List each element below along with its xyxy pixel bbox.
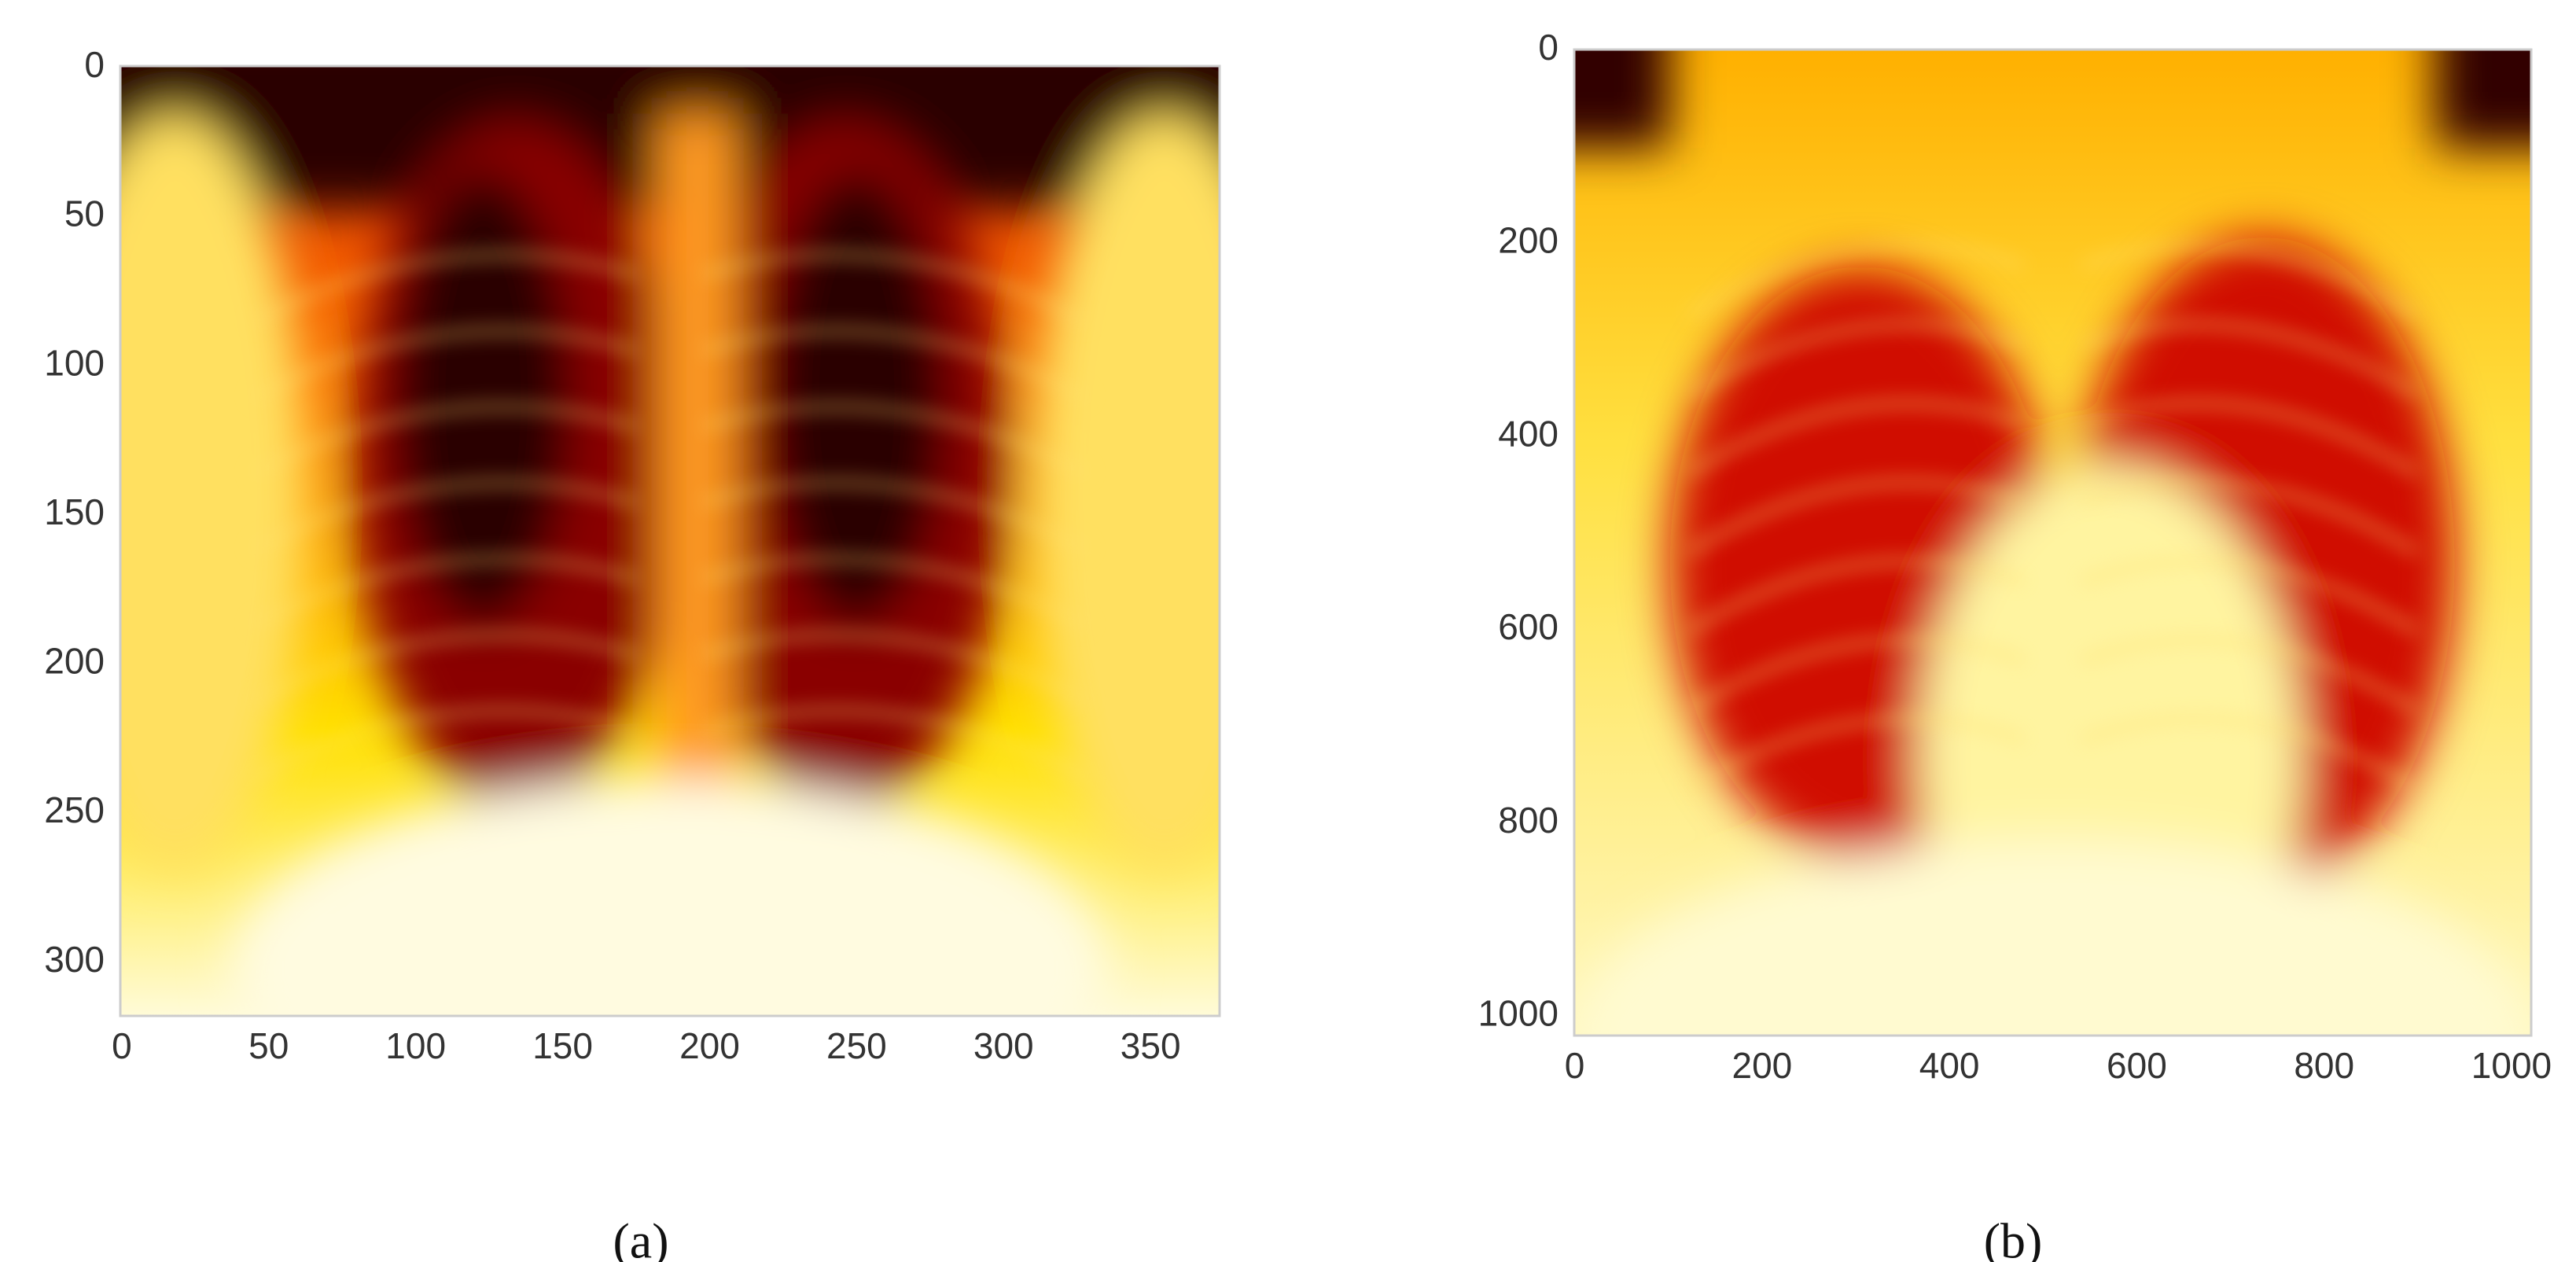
y-tick-label: 100 [44, 342, 105, 383]
rib [701, 705, 1091, 784]
x-tick-label: 350 [1121, 1025, 1181, 1066]
rib [2079, 634, 2420, 716]
y-tick-label: 250 [44, 789, 105, 830]
lung-core [768, 170, 945, 627]
rib [249, 629, 639, 708]
y-tick-label: 0 [1538, 27, 1558, 68]
rib [2079, 555, 2420, 636]
rib [2079, 318, 2420, 399]
rib [249, 553, 639, 631]
y-tick-label: 200 [1498, 220, 1558, 261]
rib [701, 553, 1091, 631]
y-tick-label: 0 [84, 44, 105, 85]
x-tick-label: 200 [679, 1025, 740, 1066]
shoulder [1032, 113, 1220, 874]
y-tick-label: 1000 [1478, 993, 1558, 1034]
y-tick-label: 400 [1498, 413, 1558, 454]
corner [1574, 50, 1670, 149]
lung-core [395, 170, 572, 627]
panel: 0 50 100 150 200 250 300 350 0 50 100 150 200 250 300 (… [44, 44, 1221, 1262]
y-tick-label: 600 [1498, 606, 1558, 647]
y-tick-label: 50 [64, 193, 105, 234]
x-tick-label: 150 [532, 1025, 593, 1066]
rib [249, 477, 639, 556]
rib [1686, 634, 2026, 716]
rib [701, 477, 1091, 556]
x-tick-label: 600 [2107, 1045, 2167, 1086]
corner [2435, 50, 2531, 149]
rib [2079, 240, 2420, 321]
rib [701, 249, 1091, 328]
xray-image [120, 66, 1220, 1016]
rib [249, 249, 639, 328]
rib [701, 629, 1091, 708]
x-tick-label: 50 [248, 1025, 289, 1066]
x-tick-label: 1000 [2471, 1045, 2552, 1086]
rib [249, 325, 639, 403]
ribs [1686, 240, 2420, 794]
xray-image [1574, 50, 2531, 1036]
x-tick-label: 100 [385, 1025, 446, 1066]
rib [701, 401, 1091, 480]
rib [2079, 713, 2420, 794]
rib [1686, 397, 2026, 479]
caption: (b) [1984, 1213, 2043, 1262]
rib [1686, 713, 2026, 794]
x-tick-label: 200 [1731, 1045, 1792, 1086]
image-shading [120, 66, 1220, 1016]
x-tick-label: 0 [1565, 1045, 1585, 1086]
diaphragm [230, 778, 1110, 1016]
y-tick-label: 150 [44, 491, 105, 532]
x-tick-label: 0 [112, 1025, 132, 1066]
abdomen [1574, 838, 2531, 1036]
plot-frame [1573, 48, 2533, 1037]
rib [1686, 318, 2026, 399]
rib [249, 705, 639, 784]
caption: (a) [613, 1213, 668, 1262]
rib [1686, 240, 2026, 321]
x-tick-label: 800 [2294, 1045, 2354, 1086]
y-tick-label: 300 [44, 939, 105, 980]
ribs [249, 249, 1091, 784]
rib [2079, 476, 2420, 557]
shoulder [120, 113, 307, 874]
rib [1686, 476, 2026, 557]
rib [2079, 397, 2420, 479]
rib [701, 325, 1091, 403]
rib [249, 401, 639, 480]
x-tick-label: 250 [826, 1025, 887, 1066]
x-tick-label: 300 [973, 1025, 1034, 1066]
y-tick-label: 800 [1498, 800, 1558, 841]
plot-frame [119, 64, 1221, 1017]
x-tick-label: 400 [1919, 1045, 1980, 1086]
rib [1686, 555, 2026, 636]
y-tick-label: 200 [44, 641, 105, 682]
